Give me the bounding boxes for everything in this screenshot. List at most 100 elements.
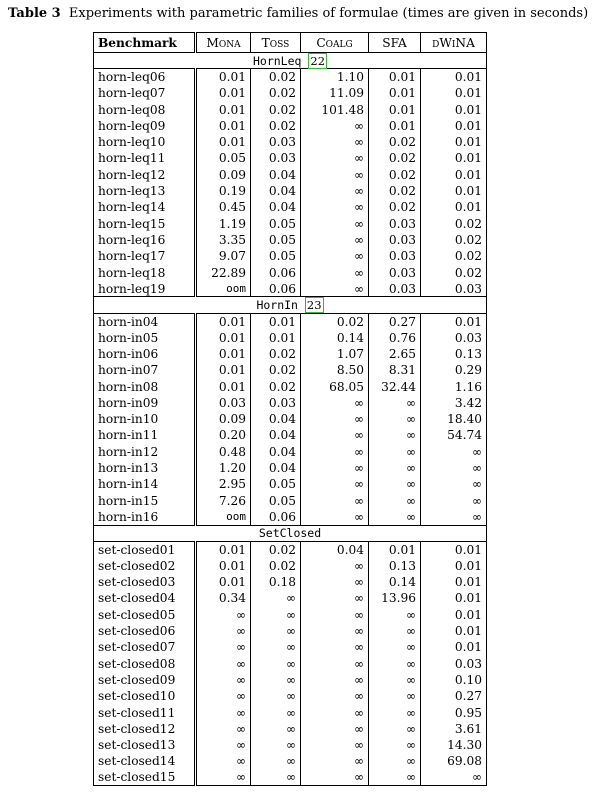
time-cell: ∞ xyxy=(250,655,301,672)
time-cell: ∞ xyxy=(250,720,301,737)
table-row: horn-in16 oom 0.06 ∞ ∞ ∞ xyxy=(93,508,487,526)
time-cell: ∞ xyxy=(250,736,301,754)
citation-link[interactable]: 23 xyxy=(304,297,324,314)
time-cell: 9.07 xyxy=(195,248,251,265)
time-cell: 0.06 xyxy=(250,280,301,297)
time-cell: 0.02 xyxy=(368,133,421,151)
time-cell: ∞ xyxy=(195,606,251,623)
time-cell: ∞ xyxy=(368,655,421,672)
table-row: horn-in12 0.48 0.04 ∞ ∞ ∞ xyxy=(93,443,487,460)
table-row: horn-leq12 0.09 0.04 ∞ 0.02 0.01 xyxy=(93,166,487,183)
time-cell: 0.03 xyxy=(368,215,421,232)
time-cell: 0.01 xyxy=(195,362,251,379)
table-row: horn-leq18 22.89 0.06 ∞ 0.03 0.02 xyxy=(93,264,487,281)
time-cell: 0.02 xyxy=(250,101,301,118)
time-cell: 0.14 xyxy=(368,574,421,591)
table-row: horn-leq15 1.19 0.05 ∞ 0.03 0.02 xyxy=(93,215,487,232)
section-header: HornLeq 22 xyxy=(93,51,487,70)
time-cell: 0.27 xyxy=(368,313,421,330)
time-cell: ∞ xyxy=(368,459,421,477)
time-cell: ∞ xyxy=(420,476,487,493)
table-row: set-closed10 ∞ ∞ ∞ ∞ 0.27 xyxy=(93,688,487,705)
results-table: Benchmark Mona Toss Coalg SFA dWiNA Horn… xyxy=(93,32,487,787)
time-cell: 0.02 xyxy=(368,199,421,216)
time-cell: 0.01 xyxy=(195,541,251,558)
time-cell: 0.95 xyxy=(420,704,487,721)
citation-link[interactable]: 22 xyxy=(308,52,328,69)
time-cell: ∞ xyxy=(300,182,369,200)
time-cell: ∞ xyxy=(368,753,421,770)
time-cell: ∞ xyxy=(300,411,369,428)
time-cell: ∞ xyxy=(300,508,369,526)
time-cell: 11.09 xyxy=(300,85,369,102)
time-cell: 0.48 xyxy=(195,443,251,460)
benchmark-cell: set-closed05 xyxy=(93,606,197,623)
time-cell: 3.61 xyxy=(420,720,487,737)
time-cell: 22.89 xyxy=(195,264,251,281)
time-cell: 0.01 xyxy=(420,182,487,200)
time-cell: 0.01 xyxy=(250,329,301,346)
benchmark-cell: horn-in10 xyxy=(93,411,197,428)
time-cell: 0.03 xyxy=(195,394,251,412)
time-cell: ∞ xyxy=(250,688,301,705)
section-header-row: HornIn 23 xyxy=(93,296,487,314)
time-cell: 0.02 xyxy=(420,264,487,281)
time-cell: ∞ xyxy=(368,688,421,705)
time-cell: 101.48 xyxy=(300,101,369,118)
time-cell: 32.44 xyxy=(368,378,421,395)
time-cell: ∞ xyxy=(368,492,421,509)
section-header-row: HornLeq 22 xyxy=(93,51,487,70)
time-cell: 1.16 xyxy=(420,378,487,395)
benchmark-cell: set-closed03 xyxy=(93,574,197,591)
table-row: set-closed03 0.01 0.18 ∞ 0.14 0.01 xyxy=(93,574,487,591)
benchmark-cell: horn-leq10 xyxy=(93,133,197,151)
time-cell: 0.04 xyxy=(250,411,301,428)
time-cell: 0.03 xyxy=(420,655,487,672)
time-cell: ∞ xyxy=(300,264,369,281)
time-cell: ∞ xyxy=(420,769,487,787)
time-cell: 0.01 xyxy=(420,639,487,656)
time-cell: ∞ xyxy=(300,248,369,265)
time-cell: 0.02 xyxy=(250,362,301,379)
time-cell: ∞ xyxy=(420,443,487,460)
time-cell: 3.35 xyxy=(195,231,251,249)
time-cell: ∞ xyxy=(300,720,369,737)
time-cell: 0.01 xyxy=(420,557,487,574)
time-cell: ∞ xyxy=(300,199,369,216)
time-cell: ∞ xyxy=(300,117,369,134)
time-cell: ∞ xyxy=(300,590,369,607)
time-cell: 0.04 xyxy=(250,427,301,444)
time-cell: ∞ xyxy=(300,753,369,770)
time-cell: ∞ xyxy=(250,704,301,721)
time-cell: 0.02 xyxy=(250,68,301,86)
table-row: set-closed14 ∞ ∞ ∞ ∞ 69.08 xyxy=(93,753,487,770)
time-cell: 0.02 xyxy=(250,85,301,102)
benchmark-cell: horn-in04 xyxy=(93,313,197,330)
section-title: HornIn xyxy=(256,298,298,313)
time-cell: 14.30 xyxy=(420,736,487,754)
time-cell: ∞ xyxy=(368,671,421,689)
table-row: horn-leq06 0.01 0.02 1.10 0.01 0.01 xyxy=(93,68,487,86)
time-cell: ∞ xyxy=(368,639,421,656)
table-row: horn-in04 0.01 0.01 0.02 0.27 0.01 xyxy=(93,313,487,330)
time-cell: ∞ xyxy=(420,492,487,509)
benchmark-cell: horn-leq13 xyxy=(93,182,197,200)
header-dwina: dWiNA xyxy=(420,32,487,53)
benchmark-cell: horn-leq19 xyxy=(93,280,197,297)
time-cell: 0.05 xyxy=(250,231,301,249)
table-row: horn-leq16 3.35 0.05 ∞ 0.03 0.02 xyxy=(93,231,487,249)
time-cell: ∞ xyxy=(300,231,369,249)
time-cell: ∞ xyxy=(250,671,301,689)
time-cell: 0.03 xyxy=(368,231,421,249)
time-cell: ∞ xyxy=(368,622,421,640)
time-cell: ∞ xyxy=(250,753,301,770)
time-cell: 0.05 xyxy=(250,476,301,493)
time-cell: ∞ xyxy=(300,574,369,591)
time-cell: ∞ xyxy=(300,704,369,721)
time-cell: 0.04 xyxy=(250,182,301,200)
time-cell: 0.01 xyxy=(195,574,251,591)
table-row: set-closed15 ∞ ∞ ∞ ∞ ∞ xyxy=(93,769,487,787)
table-row: horn-leq13 0.19 0.04 ∞ 0.02 0.01 xyxy=(93,182,487,200)
table-row: horn-leq09 0.01 0.02 ∞ 0.01 0.01 xyxy=(93,117,487,134)
benchmark-cell: horn-in13 xyxy=(93,459,197,477)
